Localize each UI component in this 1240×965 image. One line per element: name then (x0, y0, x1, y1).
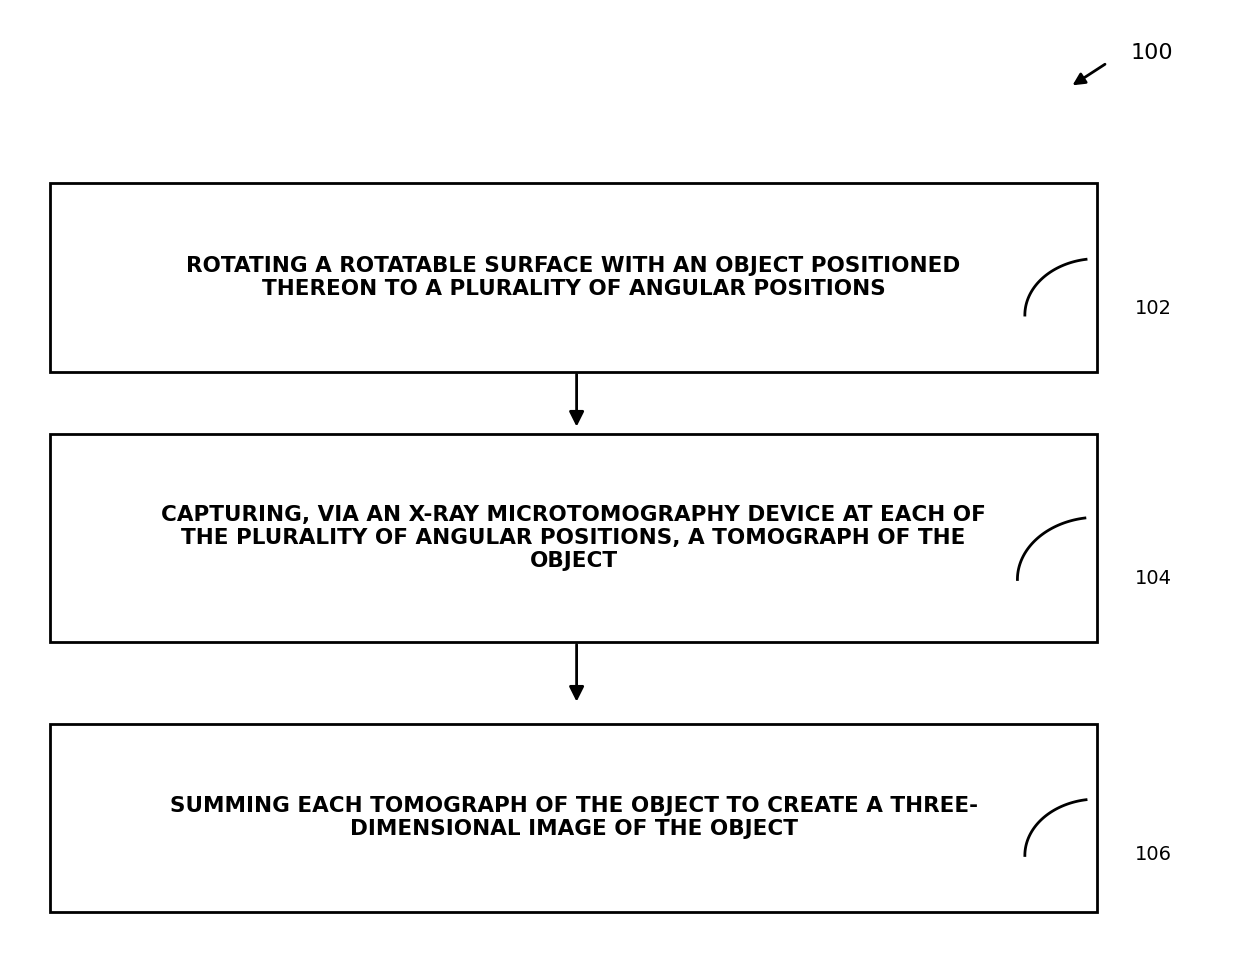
Text: SUMMING EACH TOMOGRAPH OF THE OBJECT TO CREATE A THREE-
DIMENSIONAL IMAGE OF THE: SUMMING EACH TOMOGRAPH OF THE OBJECT TO … (170, 796, 977, 840)
Text: CAPTURING, VIA AN X-RAY MICROTOMOGRAPHY DEVICE AT EACH OF
THE PLURALITY OF ANGUL: CAPTURING, VIA AN X-RAY MICROTOMOGRAPHY … (161, 505, 986, 571)
Text: 102: 102 (1135, 299, 1172, 318)
Text: 104: 104 (1135, 569, 1172, 589)
Bar (50, 724, 1097, 912)
Text: 100: 100 (1131, 43, 1173, 63)
Bar (50, 434, 1097, 642)
Text: ROTATING A ROTATABLE SURFACE WITH AN OBJECT POSITIONED
THEREON TO A PLURALITY OF: ROTATING A ROTATABLE SURFACE WITH AN OBJ… (186, 256, 961, 299)
Text: 106: 106 (1135, 844, 1172, 864)
Bar (50, 183, 1097, 372)
